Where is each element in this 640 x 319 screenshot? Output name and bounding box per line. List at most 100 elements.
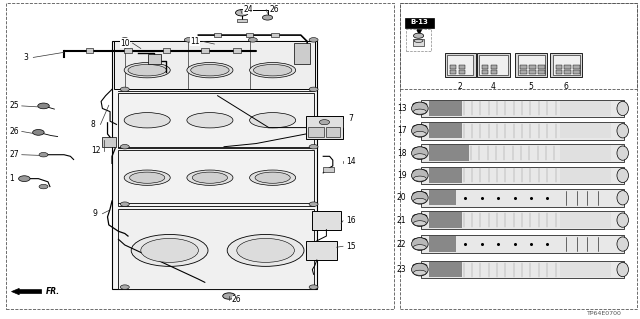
Bar bbox=[550, 53, 582, 77]
Ellipse shape bbox=[412, 124, 428, 137]
Bar bbox=[163, 48, 170, 53]
Bar bbox=[306, 241, 337, 260]
Text: 21: 21 bbox=[397, 216, 406, 225]
Bar bbox=[482, 65, 488, 69]
Bar bbox=[429, 145, 469, 161]
Ellipse shape bbox=[131, 234, 208, 266]
Bar bbox=[520, 70, 527, 74]
Bar bbox=[573, 70, 580, 74]
Ellipse shape bbox=[193, 172, 228, 183]
Bar bbox=[477, 53, 510, 77]
Bar bbox=[491, 70, 497, 74]
Circle shape bbox=[248, 38, 257, 42]
Ellipse shape bbox=[413, 198, 426, 204]
Ellipse shape bbox=[187, 113, 233, 128]
Bar bbox=[491, 65, 497, 69]
Circle shape bbox=[38, 103, 49, 109]
Ellipse shape bbox=[413, 245, 426, 250]
Bar bbox=[529, 70, 536, 74]
Ellipse shape bbox=[413, 270, 426, 275]
Bar bbox=[237, 19, 247, 22]
Ellipse shape bbox=[413, 192, 427, 196]
Bar bbox=[406, 29, 431, 51]
Bar bbox=[447, 55, 473, 75]
Bar bbox=[312, 211, 341, 230]
Bar bbox=[118, 150, 314, 206]
Ellipse shape bbox=[250, 63, 296, 78]
Text: 6: 6 bbox=[564, 82, 569, 91]
Ellipse shape bbox=[413, 238, 427, 242]
Ellipse shape bbox=[617, 213, 628, 227]
Polygon shape bbox=[12, 288, 42, 295]
Ellipse shape bbox=[617, 263, 628, 277]
Bar bbox=[421, 235, 624, 253]
Ellipse shape bbox=[412, 102, 428, 115]
Text: 17: 17 bbox=[397, 126, 406, 135]
Bar bbox=[564, 65, 571, 69]
Ellipse shape bbox=[413, 154, 426, 159]
Circle shape bbox=[309, 202, 318, 206]
Circle shape bbox=[223, 293, 236, 299]
Bar bbox=[323, 167, 334, 172]
Bar bbox=[573, 65, 580, 69]
Ellipse shape bbox=[617, 101, 628, 115]
Ellipse shape bbox=[413, 221, 426, 226]
Text: 19: 19 bbox=[397, 171, 406, 180]
Text: 3: 3 bbox=[23, 53, 28, 62]
Ellipse shape bbox=[412, 214, 428, 226]
Text: 18: 18 bbox=[397, 149, 406, 158]
Text: 26: 26 bbox=[232, 295, 242, 304]
Ellipse shape bbox=[413, 169, 427, 174]
Bar bbox=[429, 236, 456, 252]
Bar bbox=[421, 100, 624, 117]
Bar bbox=[118, 93, 314, 148]
Bar bbox=[560, 212, 611, 228]
Bar bbox=[450, 65, 456, 69]
Text: 23: 23 bbox=[397, 265, 406, 274]
Bar bbox=[459, 65, 465, 69]
Ellipse shape bbox=[191, 64, 229, 76]
Bar bbox=[421, 261, 624, 278]
Text: 5: 5 bbox=[529, 82, 534, 91]
Text: 26: 26 bbox=[9, 127, 19, 136]
Bar bbox=[429, 190, 456, 205]
Ellipse shape bbox=[617, 237, 628, 251]
Text: 8: 8 bbox=[90, 120, 95, 129]
Text: 11: 11 bbox=[191, 37, 200, 46]
Bar bbox=[114, 41, 315, 89]
Circle shape bbox=[120, 145, 129, 149]
Ellipse shape bbox=[227, 234, 304, 266]
Bar bbox=[294, 43, 310, 64]
Ellipse shape bbox=[617, 146, 628, 160]
Bar bbox=[271, 33, 279, 37]
Circle shape bbox=[319, 120, 330, 125]
Bar bbox=[429, 168, 461, 183]
Text: TP64E0700: TP64E0700 bbox=[588, 311, 622, 316]
Circle shape bbox=[19, 176, 30, 182]
Bar bbox=[538, 70, 545, 74]
Bar bbox=[429, 212, 461, 228]
Bar bbox=[520, 65, 527, 69]
Bar bbox=[201, 48, 209, 53]
Ellipse shape bbox=[413, 109, 426, 114]
Text: 7: 7 bbox=[348, 114, 353, 123]
Ellipse shape bbox=[412, 263, 428, 276]
Ellipse shape bbox=[617, 168, 628, 182]
Bar bbox=[445, 53, 476, 77]
FancyBboxPatch shape bbox=[405, 18, 434, 28]
Bar bbox=[538, 65, 545, 69]
Bar bbox=[326, 127, 340, 137]
Ellipse shape bbox=[617, 124, 628, 138]
Bar bbox=[148, 54, 161, 64]
Circle shape bbox=[39, 184, 48, 189]
Text: 4: 4 bbox=[491, 82, 496, 91]
Ellipse shape bbox=[412, 191, 428, 204]
Bar bbox=[112, 41, 317, 289]
Bar bbox=[413, 39, 424, 46]
Bar bbox=[560, 145, 611, 161]
Ellipse shape bbox=[413, 147, 427, 152]
Text: 16: 16 bbox=[346, 216, 356, 225]
Bar bbox=[118, 209, 314, 289]
Bar bbox=[102, 137, 116, 147]
Text: 2: 2 bbox=[458, 82, 463, 91]
